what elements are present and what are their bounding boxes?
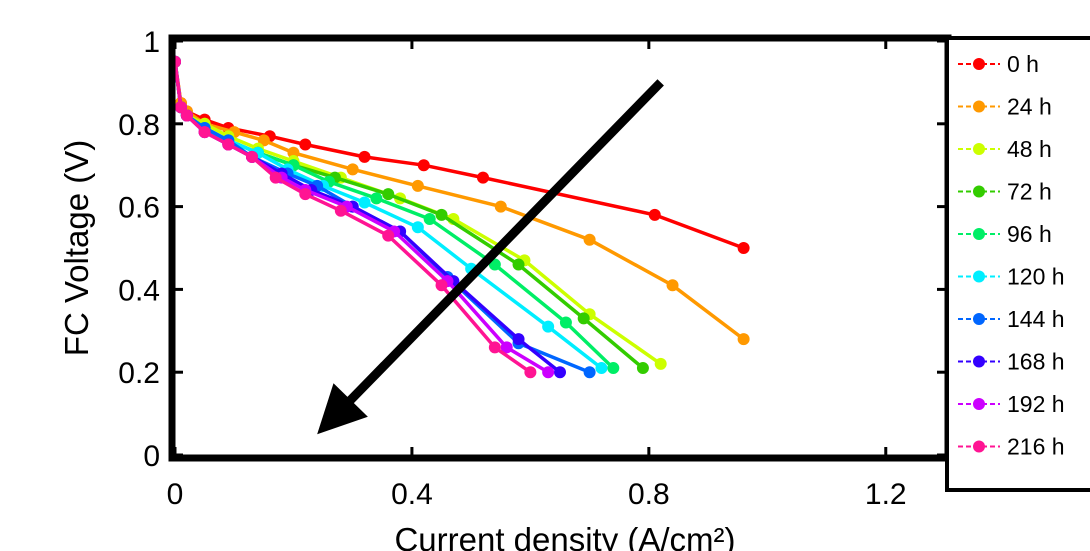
legend-label-8: 192 h bbox=[1007, 391, 1065, 417]
data-point-9-12 bbox=[524, 366, 537, 379]
legend-label-2: 48 h bbox=[1007, 136, 1052, 162]
data-point-6-12 bbox=[583, 366, 596, 379]
x-tick-label-1: 0.4 bbox=[391, 478, 433, 511]
legend-label-3: 72 h bbox=[1007, 179, 1052, 205]
legend-marker-9 bbox=[973, 440, 985, 453]
legend-marker-1 bbox=[973, 100, 985, 113]
data-point-9-1 bbox=[174, 101, 187, 114]
data-point-4-8 bbox=[370, 192, 383, 205]
data-point-1-11 bbox=[666, 279, 679, 292]
data-point-5-12 bbox=[595, 362, 608, 375]
legend-marker-2 bbox=[973, 143, 985, 155]
data-point-4-12 bbox=[607, 362, 620, 375]
legend-label-9: 216 h bbox=[1007, 434, 1065, 460]
data-point-9-3 bbox=[198, 126, 211, 139]
legend-label-5: 120 h bbox=[1007, 264, 1065, 290]
data-point-9-11 bbox=[488, 341, 501, 354]
data-point-1-8 bbox=[411, 179, 424, 192]
data-point-9-8 bbox=[334, 204, 347, 217]
x-tick-label-2: 0.8 bbox=[628, 478, 670, 511]
legend-marker-4 bbox=[973, 228, 985, 240]
data-point-9-2 bbox=[180, 109, 193, 122]
legend-label-7: 168 h bbox=[1007, 349, 1065, 375]
data-point-7-11 bbox=[512, 333, 525, 346]
trend-arrow-head bbox=[317, 383, 368, 435]
y-tick-label-4: 0.8 bbox=[118, 109, 160, 142]
series-line-8 bbox=[173, 61, 550, 374]
data-point-4-11 bbox=[559, 316, 572, 329]
series-line-3 bbox=[173, 61, 645, 370]
data-point-1-9 bbox=[494, 200, 507, 213]
plot-frame bbox=[168, 34, 952, 462]
data-point-5-8 bbox=[358, 196, 371, 209]
y-axis-title: FC Voltage (V) bbox=[58, 140, 95, 356]
data-point-0-8 bbox=[417, 159, 430, 172]
data-point-0-7 bbox=[358, 150, 371, 163]
data-point-4-9 bbox=[423, 213, 436, 226]
legend-marker-7 bbox=[973, 355, 985, 368]
data-point-9-4 bbox=[222, 138, 235, 151]
series-line-9 bbox=[173, 61, 532, 374]
data-point-1-12 bbox=[737, 333, 750, 346]
data-point-3-12 bbox=[636, 362, 649, 375]
data-point-8-12 bbox=[542, 366, 555, 379]
data-point-3-10 bbox=[512, 258, 525, 271]
legend-marker-6 bbox=[973, 313, 985, 325]
data-point-1-10 bbox=[583, 233, 596, 246]
data-point-9-5 bbox=[246, 150, 258, 163]
x-tick-label-3: 1.2 bbox=[865, 478, 907, 511]
legend-marker-8 bbox=[973, 398, 985, 410]
legend-label-6: 144 h bbox=[1007, 306, 1065, 332]
data-point-0-9 bbox=[477, 171, 489, 184]
data-point-9-7 bbox=[299, 188, 312, 201]
series-line-1 bbox=[173, 61, 745, 341]
legend-label-0: 0 h bbox=[1007, 51, 1039, 77]
data-point-5-9 bbox=[411, 221, 424, 234]
legend-box bbox=[945, 36, 1090, 492]
legend-label-1: 24 h bbox=[1007, 94, 1052, 120]
y-tick-label-1: 0.2 bbox=[118, 357, 160, 390]
legend-marker-5 bbox=[973, 270, 985, 283]
x-tick-label-0: 0 bbox=[167, 478, 184, 511]
legend-marker-3 bbox=[973, 185, 985, 198]
legend-marker-0 bbox=[973, 58, 985, 70]
data-point-9-6 bbox=[269, 171, 282, 184]
trend-arrow-shaft bbox=[343, 79, 664, 408]
data-point-3-9 bbox=[435, 208, 448, 221]
data-point-0-11 bbox=[737, 242, 750, 254]
data-point-9-9 bbox=[382, 229, 395, 242]
y-tick-label-5: 1 bbox=[143, 26, 160, 59]
y-tick-label-2: 0.4 bbox=[118, 274, 160, 307]
data-point-3-11 bbox=[577, 312, 590, 325]
data-point-8-11 bbox=[500, 341, 513, 354]
legend-label-4: 96 h bbox=[1007, 221, 1052, 247]
data-point-9-10 bbox=[435, 279, 448, 292]
data-point-1-6 bbox=[287, 146, 300, 159]
x-axis-title: Current density (A/cm²) bbox=[394, 521, 735, 551]
data-point-0-10 bbox=[648, 208, 661, 221]
data-point-5-11 bbox=[542, 320, 555, 333]
y-tick-label-3: 0.6 bbox=[118, 192, 160, 225]
data-point-1-7 bbox=[346, 163, 359, 176]
data-point-2-12 bbox=[654, 357, 667, 370]
data-point-3-8 bbox=[382, 188, 395, 201]
data-point-0-6 bbox=[299, 138, 312, 151]
y-tick-label-0: 0 bbox=[143, 440, 160, 473]
data-point-1-5 bbox=[257, 134, 270, 147]
data-point-7-12 bbox=[554, 366, 566, 379]
